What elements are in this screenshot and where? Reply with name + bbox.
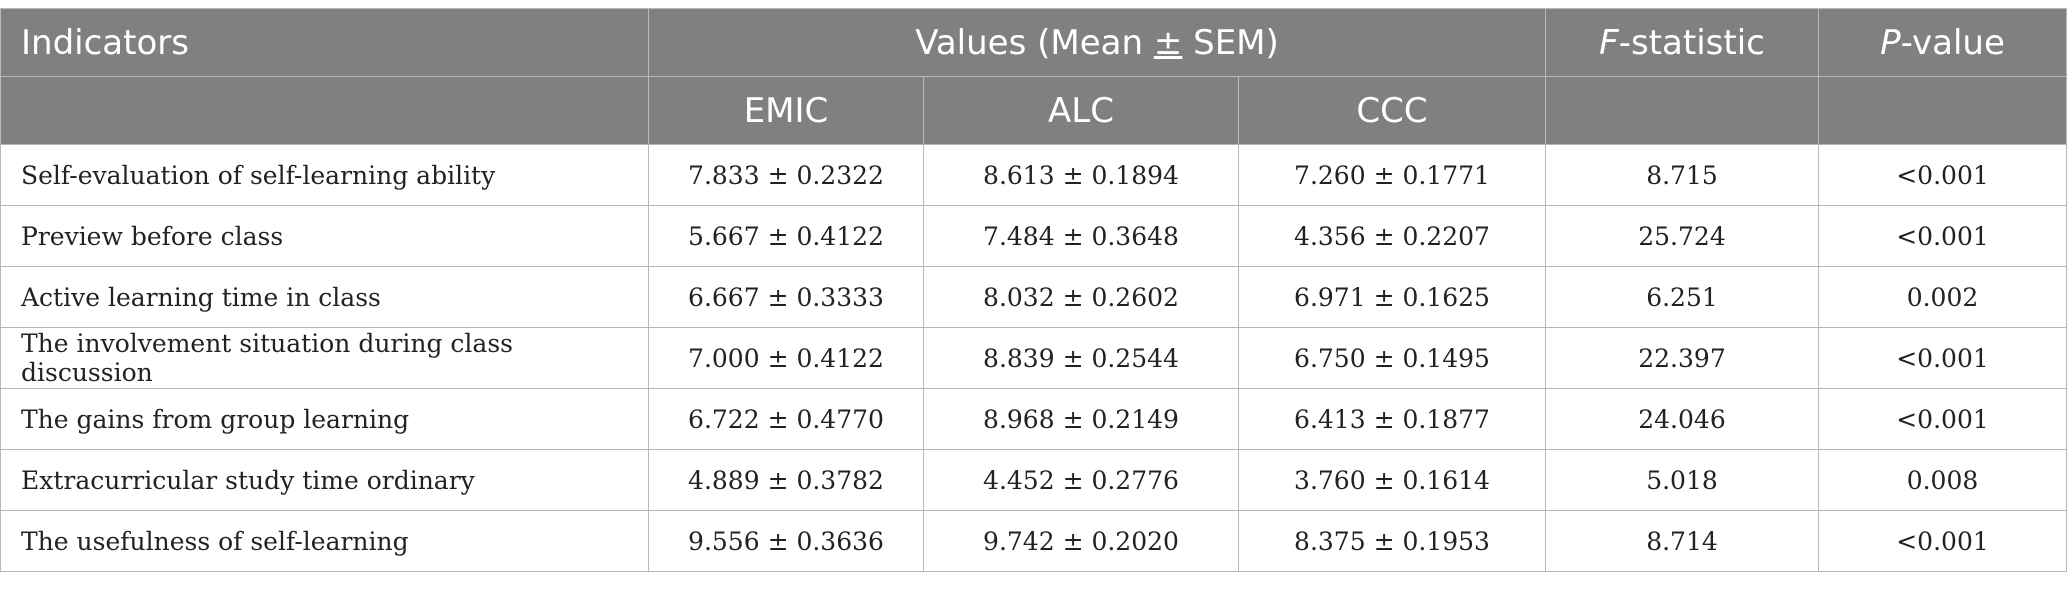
f-statistic-cell: 8.715	[1545, 144, 1819, 206]
alc-cell: 9.742 ± 0.2020	[923, 510, 1239, 572]
indicator-cell: The involvement situation during class d…	[0, 327, 649, 389]
f-statistic-header: F-statistic	[1545, 8, 1819, 77]
table-header: Indicators Values (Mean ± SEM) F-statist…	[0, 8, 2067, 145]
f-statistic-cell: 24.046	[1545, 388, 1819, 450]
f-statistic-cell: 6.251	[1545, 266, 1819, 328]
emic-cell: 6.722 ± 0.4770	[648, 388, 924, 450]
alc-cell: 7.484 ± 0.3648	[923, 205, 1239, 267]
alc-cell: 8.839 ± 0.2544	[923, 327, 1239, 389]
p-value-cell: <0.001	[1818, 327, 2067, 389]
f-statistic-rest: -statistic	[1618, 22, 1765, 63]
table-row: Extracurricular study time ordinary 4.88…	[0, 449, 2067, 511]
ccc-cell: 7.260 ± 0.1771	[1238, 144, 1546, 206]
group-header-emic: EMIC	[648, 76, 924, 145]
p-value-rest: -value	[1900, 22, 2005, 63]
ccc-cell: 6.413 ± 0.1877	[1238, 388, 1546, 450]
emic-cell: 7.000 ± 0.4122	[648, 327, 924, 389]
header-row-groups: EMIC ALC CCC	[0, 76, 2067, 145]
p-value-cell: <0.001	[1818, 388, 2067, 450]
values-header: Values (Mean ± SEM)	[648, 8, 1546, 77]
table-row: The involvement situation during class d…	[0, 327, 2067, 389]
plus-minus-symbol: ±	[1153, 22, 1183, 63]
table-row: Active learning time in class 6.667 ± 0.…	[0, 266, 2067, 328]
indicator-cell: Self-evaluation of self-learning ability	[0, 144, 649, 206]
ccc-cell: 3.760 ± 0.1614	[1238, 449, 1546, 511]
table-row: The gains from group learning 6.722 ± 0.…	[0, 388, 2067, 450]
results-table: Indicators Values (Mean ± SEM) F-statist…	[0, 8, 2067, 572]
empty-header-cell	[1818, 76, 2067, 145]
alc-cell: 8.613 ± 0.1894	[923, 144, 1239, 206]
p-value-cell: <0.001	[1818, 205, 2067, 267]
indicator-cell: Active learning time in class	[0, 266, 649, 328]
alc-cell: 4.452 ± 0.2776	[923, 449, 1239, 511]
ccc-cell: 6.750 ± 0.1495	[1238, 327, 1546, 389]
emic-cell: 9.556 ± 0.3636	[648, 510, 924, 572]
table-row: The usefulness of self-learning 9.556 ± …	[0, 510, 2067, 572]
values-header-suffix: SEM)	[1182, 22, 1279, 63]
alc-cell: 8.968 ± 0.2149	[923, 388, 1239, 450]
group-header-alc: ALC	[923, 76, 1239, 145]
p-value-cell: 0.002	[1818, 266, 2067, 328]
emic-cell: 6.667 ± 0.3333	[648, 266, 924, 328]
f-statistic-cell: 8.714	[1545, 510, 1819, 572]
empty-header-cell	[0, 76, 649, 145]
table-row: Preview before class 5.667 ± 0.4122 7.48…	[0, 205, 2067, 267]
group-header-ccc: CCC	[1238, 76, 1546, 145]
p-value-cell: <0.001	[1818, 510, 2067, 572]
emic-cell: 7.833 ± 0.2322	[648, 144, 924, 206]
p-letter: P	[1880, 22, 1901, 63]
indicator-cell: Extracurricular study time ordinary	[0, 449, 649, 511]
f-statistic-cell: 22.397	[1545, 327, 1819, 389]
emic-cell: 5.667 ± 0.4122	[648, 205, 924, 267]
indicator-cell: Preview before class	[0, 205, 649, 267]
emic-cell: 4.889 ± 0.3782	[648, 449, 924, 511]
table-body: Self-evaluation of self-learning ability…	[0, 144, 2067, 572]
indicator-cell: The gains from group learning	[0, 388, 649, 450]
f-statistic-cell: 5.018	[1545, 449, 1819, 511]
f-statistic-cell: 25.724	[1545, 205, 1819, 267]
ccc-cell: 6.971 ± 0.1625	[1238, 266, 1546, 328]
p-value-header: P-value	[1818, 8, 2067, 77]
values-header-prefix: Values (Mean	[915, 22, 1154, 63]
header-row-main: Indicators Values (Mean ± SEM) F-statist…	[0, 8, 2067, 77]
empty-header-cell	[1545, 76, 1819, 145]
f-letter: F	[1599, 22, 1619, 63]
ccc-cell: 8.375 ± 0.1953	[1238, 510, 1546, 572]
p-value-cell: 0.008	[1818, 449, 2067, 511]
table-row: Self-evaluation of self-learning ability…	[0, 144, 2067, 206]
indicator-cell: The usefulness of self-learning	[0, 510, 649, 572]
p-value-cell: <0.001	[1818, 144, 2067, 206]
indicators-header: Indicators	[0, 8, 649, 77]
alc-cell: 8.032 ± 0.2602	[923, 266, 1239, 328]
ccc-cell: 4.356 ± 0.2207	[1238, 205, 1546, 267]
